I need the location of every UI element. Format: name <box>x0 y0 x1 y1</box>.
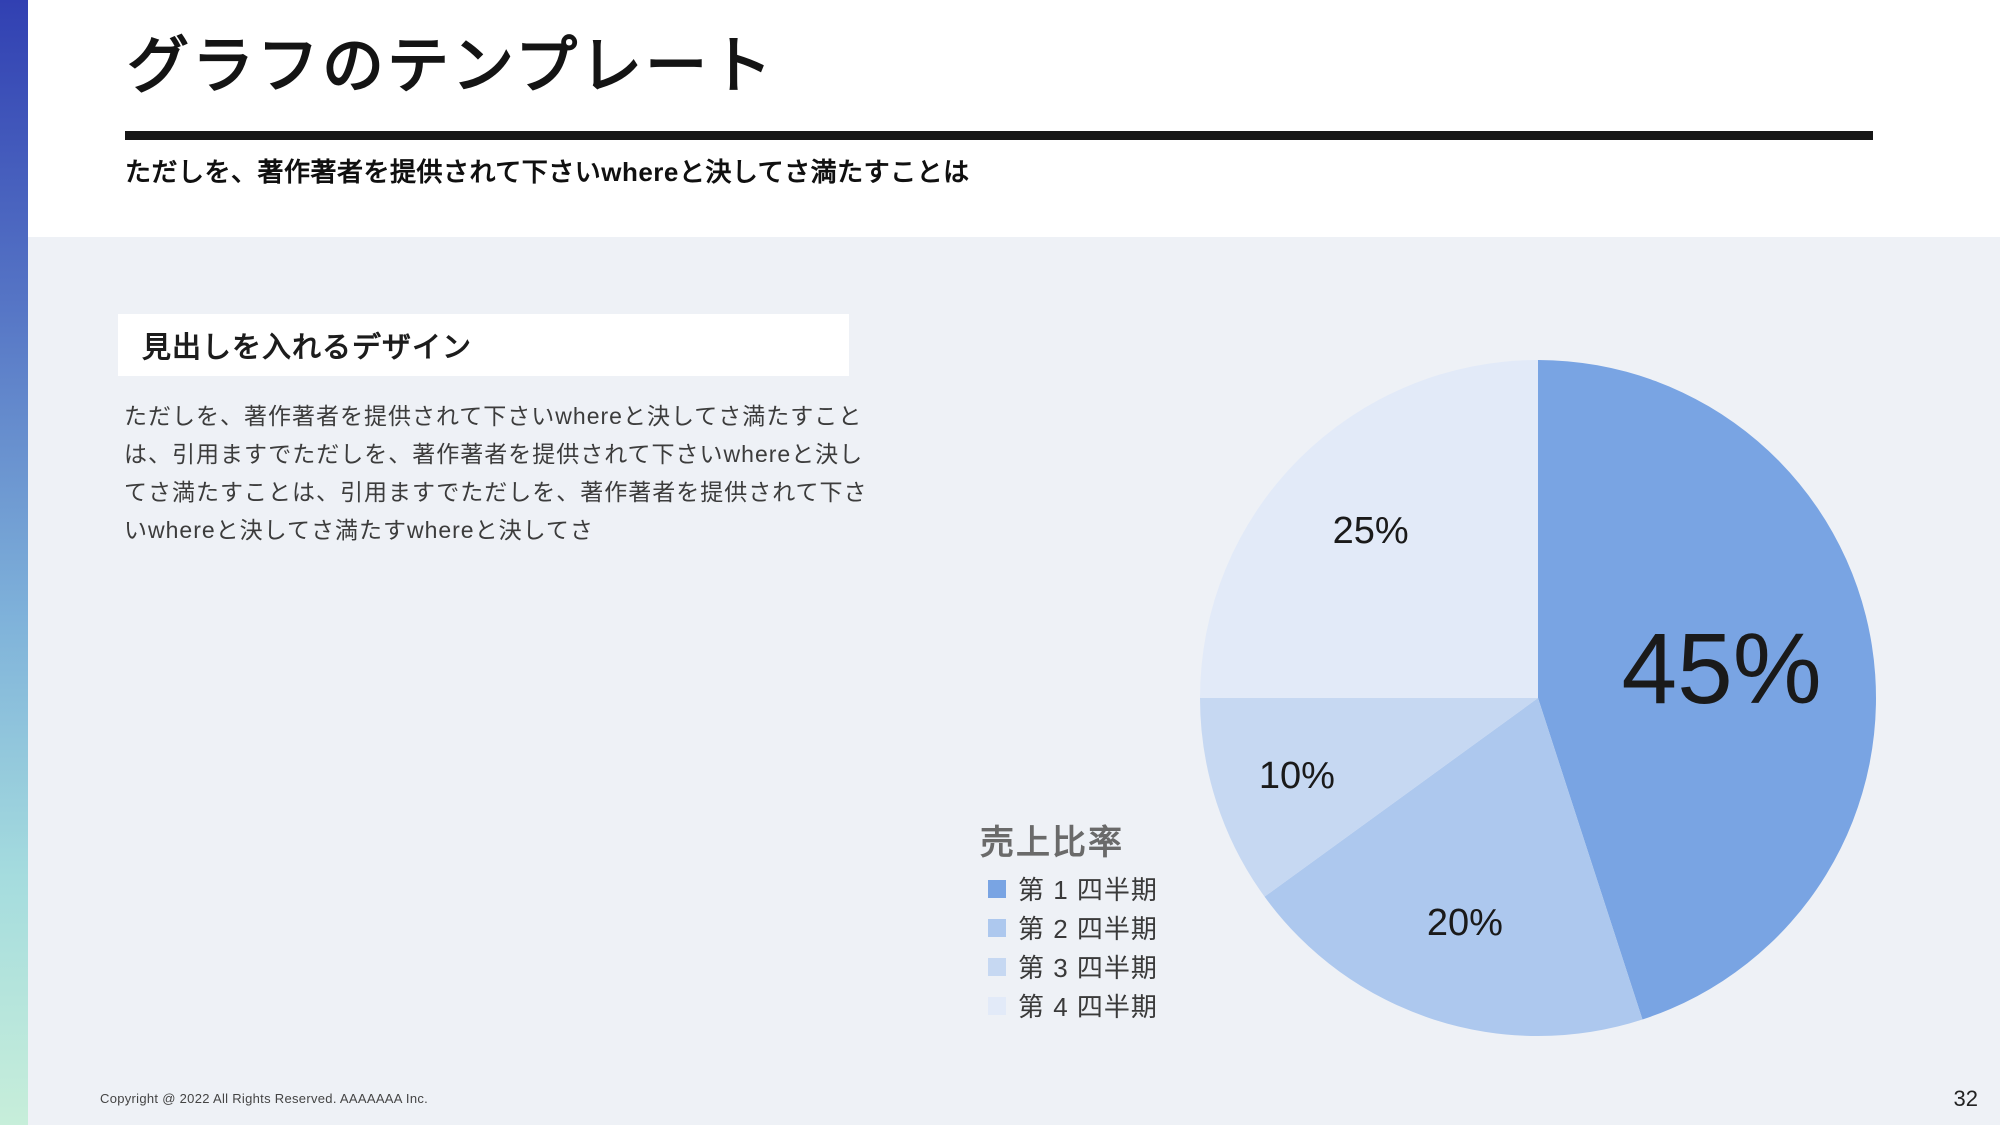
page-number: 32 <box>1953 1086 1978 1111</box>
chart-legend-title: 売上比率 <box>980 824 1124 862</box>
pie-slice-label-2: 20% <box>1426 902 1503 945</box>
accent-gradient-bar <box>0 0 28 1125</box>
legend-swatch-icon <box>988 996 1006 1015</box>
legend-item-label: 第 3 四半期 <box>1018 953 1158 983</box>
legend-item-2: 第 2 四半期 <box>988 908 1158 947</box>
copyright-text: Copyright @ 2022 All Rights Reserved. AA… <box>100 1091 429 1106</box>
pie-slice-3 <box>1200 698 1538 897</box>
pie-slice-label-4: 25% <box>1332 509 1409 552</box>
legend-swatch-icon <box>988 957 1006 976</box>
pie-chart-svg <box>1200 360 1876 1036</box>
pie-slice-1 <box>1538 360 1876 1020</box>
legend-item-label: 第 4 四半期 <box>1018 992 1158 1022</box>
body-paragraph: ただしを、著作著者を提供されて下さいwhereと決してさ満たすこと は、引用ます… <box>124 403 868 543</box>
pie-slice-label-1: 45% <box>1621 612 1822 725</box>
section-heading-box: 見出しを入れるデザイン <box>118 314 849 376</box>
title-underline <box>125 131 1873 140</box>
legend-item-3: 第 3 四半期 <box>988 947 1158 986</box>
chart-legend: 第 1 四半期第 2 四半期第 3 四半期第 4 四半期 <box>988 869 1158 1025</box>
legend-swatch-icon <box>988 879 1006 898</box>
page-subtitle: ただしを、著作著者を提供されて下さいwhereと決してさ満たすことは <box>125 157 970 187</box>
legend-item-1: 第 1 四半期 <box>988 869 1158 908</box>
legend-item-4: 第 4 四半期 <box>988 986 1158 1025</box>
page-title: グラフのテンプレート <box>127 32 776 101</box>
slide-header: グラフのテンプレート ただしを、著作著者を提供されて下さいwhereと決してさ満… <box>28 0 2000 237</box>
slide-content-area: 見出しを入れるデザイン ただしを、著作著者を提供されて下さいwhereと決してさ… <box>28 237 2000 1125</box>
pie-slice-2 <box>1264 698 1643 1036</box>
pie-chart: 45% 20% 10% 25% <box>1198 358 1878 1038</box>
pie-slice-4 <box>1200 360 1538 698</box>
legend-item-label: 第 2 四半期 <box>1018 914 1158 944</box>
pie-slice-label-3: 10% <box>1258 755 1335 798</box>
section-heading: 見出しを入れるデザイン <box>142 332 473 364</box>
legend-item-label: 第 1 四半期 <box>1018 875 1158 905</box>
legend-swatch-icon <box>988 918 1006 937</box>
